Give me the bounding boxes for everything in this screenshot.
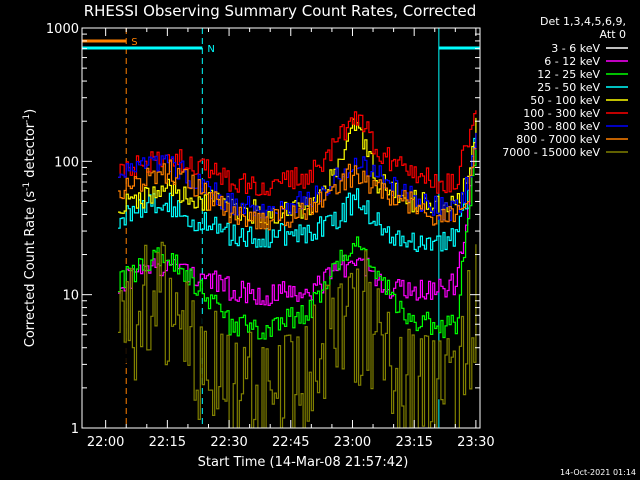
series-layer (118, 110, 477, 428)
legend-label-4: 50 - 100 keV (530, 94, 600, 107)
series-line-5 (118, 110, 477, 196)
y-tick-label-2: 100 (54, 155, 79, 170)
x-axis: 22:00 22:15 22:30 22:45 23:00 23:15 23:30 (87, 28, 495, 450)
attenuator-note: Att 0 (600, 28, 626, 41)
y-axis: 1 10 100 1000 (46, 22, 480, 437)
y-axis-label: Corrected Count Rate (s-1 detector-1) (22, 109, 38, 347)
legend-label-7: 800 - 7000 keV (516, 133, 600, 146)
x-tick-label-3: 22:45 (272, 435, 309, 450)
y-tick-label-0: 1 (71, 422, 79, 437)
x-tick-label-5: 23:15 (395, 435, 432, 450)
y-tick-label-3: 1000 (46, 22, 79, 37)
series-line-2 (118, 147, 477, 340)
plot-frame (81, 27, 481, 429)
y-tick-label-1: 10 (62, 289, 79, 304)
x-tick-label-6: 23:30 (457, 435, 494, 450)
interval-label-2: N (207, 44, 214, 55)
series-line-8 (118, 241, 477, 428)
series-line-7 (118, 148, 477, 231)
x-tick-label-4: 23:00 (334, 435, 371, 450)
detector-note: Det 1,3,4,5,6,9, (540, 15, 626, 28)
timestamp: 14-Oct-2021 01:14 (560, 468, 636, 477)
interval-label-0: S (131, 37, 137, 48)
legend-label-8: 7000 - 15000 keV (502, 146, 600, 159)
legend-label-5: 100 - 300 keV (523, 107, 600, 120)
legend-label-3: 25 - 50 keV (537, 81, 600, 94)
legend-label-1: 6 - 12 keV (544, 55, 600, 68)
x-tick-label-2: 22:30 (210, 435, 247, 450)
chart-title: RHESSI Observing Summary Count Rates, Co… (84, 2, 477, 20)
x-axis-label: Start Time (14-Mar-08 21:57:42) (198, 455, 409, 470)
legend-label-2: 12 - 25 keV (537, 68, 600, 81)
x-tick-label-0: 22:00 (87, 435, 124, 450)
legend-label-6: 300 - 800 keV (523, 120, 600, 133)
series-line-6 (118, 132, 477, 221)
x-tick-label-1: 22:15 (149, 435, 186, 450)
legend-label-0: 3 - 6 keV (551, 42, 600, 55)
